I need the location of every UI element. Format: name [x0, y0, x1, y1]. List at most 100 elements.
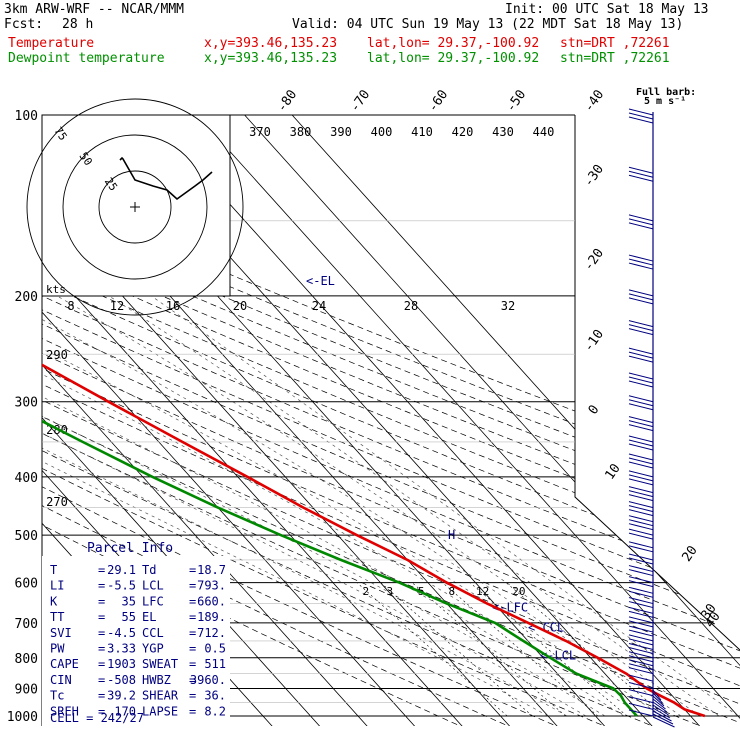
barb-legend-line2: 5 m s⁻¹: [644, 96, 686, 107]
wind-barb: [628, 170, 654, 178]
wind-barb: [628, 214, 654, 222]
wind-barb: [628, 443, 654, 451]
theta-label: 440: [533, 125, 555, 139]
dry-adiabat: [42, 115, 740, 726]
parcel-info-cell: =: [98, 673, 105, 687]
parcel-info-cell: 8.2: [204, 704, 226, 718]
wind-barb: [628, 606, 654, 614]
parcel-info-cell: EL: [142, 610, 156, 624]
wind-barb: [628, 625, 654, 633]
wind-barb-low: [652, 698, 666, 710]
level-annotation: <-LCL: [540, 648, 576, 662]
isotherm-line: [291, 115, 740, 726]
wind-barb: [628, 478, 654, 486]
wind-barb: [628, 597, 654, 605]
wind-barb: [628, 372, 654, 380]
theta-label: 380: [290, 125, 312, 139]
model-title: 3km ARW-WRF -- NCAR/MMM: [4, 2, 185, 17]
isotherm-line: [0, 115, 37, 729]
parcel-info-cell: HWBZ: [142, 673, 171, 687]
wind-barb: [628, 663, 654, 671]
hodograph-kts-label: kts: [46, 283, 66, 296]
temperature-tick-right: 30: [698, 601, 719, 622]
parcel-info-cell: =: [98, 563, 105, 577]
dry-adiabat: [42, 115, 740, 726]
wind-barb: [628, 457, 654, 465]
wind-barb: [628, 638, 654, 646]
theta-label: 400: [371, 125, 393, 139]
wind-barb: [628, 601, 654, 609]
wind-barb: [628, 166, 654, 174]
temperature-xy: x,y=393.46,135.23: [204, 36, 338, 51]
dry-adiabat: [42, 115, 740, 726]
wind-barb: [628, 474, 654, 482]
level-annotation: <-EL: [306, 274, 335, 288]
wind-barb: [628, 395, 654, 403]
pressure-label: 400: [15, 471, 38, 486]
moist-adiabat: [56, 295, 701, 717]
hodograph-ring: [26, 98, 244, 316]
parcel-info-cell: 36.: [204, 689, 226, 703]
wind-barb: [628, 328, 654, 336]
wind-barb: [628, 557, 654, 565]
wind-barb: [628, 254, 654, 262]
dry-adiabat: [42, 115, 740, 726]
isotherm-line: [42, 115, 465, 726]
valid-time: Valid: 04 UTC Sun 19 May 13 (22 MDT Sat …: [292, 17, 684, 32]
parcel-info-cell: =: [98, 610, 105, 624]
pressure-label: 500: [15, 529, 38, 544]
wind-barb: [628, 682, 654, 689]
mixing-ratio-line: [380, 582, 533, 717]
theta-label-left: 290: [46, 348, 68, 362]
pressure-label: 300: [15, 396, 38, 411]
wind-barb: [628, 435, 654, 443]
level-annotation: <-CCL: [528, 620, 564, 634]
init-time: Init: 00 UTC Sat 18 May 13: [505, 2, 709, 17]
wind-barb: [628, 380, 654, 388]
parcel-info-cell: TT: [50, 610, 64, 624]
parcel-info-cell: -4.5: [107, 626, 136, 640]
parcel-info-cell: 39.2: [107, 689, 136, 703]
hodograph-ring: [98, 170, 172, 244]
temperature-station: stn=DRT ,72261: [560, 36, 670, 51]
wind-barb: [628, 709, 654, 717]
parcel-info-cell: 3960.: [190, 673, 226, 687]
wind-barb: [628, 655, 654, 663]
wind-barb: [628, 696, 654, 704]
mixing-ratio-label: 20: [512, 585, 525, 598]
wind-barb: [628, 509, 654, 517]
parcel-info-cell: 0.5: [204, 642, 226, 656]
mixing-ratio-label: 8: [449, 585, 456, 598]
hodograph-trace: [119, 156, 213, 201]
wind-barb: [628, 674, 654, 682]
speed-tick-label: 32: [501, 299, 515, 313]
temperature-tick-right: 20: [679, 543, 700, 564]
wind-barb: [628, 461, 654, 469]
wind-barb: [628, 586, 654, 594]
wind-barb: [628, 590, 654, 598]
wind-barb: [628, 453, 654, 461]
parcel-info-cell: =: [98, 594, 105, 608]
dry-adiabat: [42, 115, 740, 726]
wind-barb: [628, 651, 654, 659]
speed-tick-label: 24: [312, 299, 326, 313]
hodograph-ring-label: 25: [102, 175, 120, 193]
wind-barb-low: [652, 689, 662, 701]
wind-barb: [628, 108, 654, 116]
forecast-hour: 28 h: [62, 17, 94, 32]
parcel-info-cell: =: [189, 657, 196, 671]
parcel-info-cell: =: [189, 594, 196, 608]
temperature-tick-right: -10: [581, 327, 607, 355]
temperature-tick-top: -40: [582, 87, 608, 115]
wind-barb: [628, 289, 654, 297]
parcel-info-cell: 35: [122, 594, 136, 608]
speed-tick-label: 16: [166, 299, 180, 313]
parcel-info-cell: =: [98, 704, 105, 718]
wind-barb-low: [652, 713, 674, 725]
wind-barb: [628, 222, 654, 230]
mixing-ratio-label: 2: [363, 585, 370, 598]
parcel-info-cell: =: [189, 563, 196, 577]
hodograph-ring-label: 50: [77, 150, 95, 168]
parcel-info-cell: 170: [114, 704, 136, 718]
wind-barb: [628, 494, 654, 502]
